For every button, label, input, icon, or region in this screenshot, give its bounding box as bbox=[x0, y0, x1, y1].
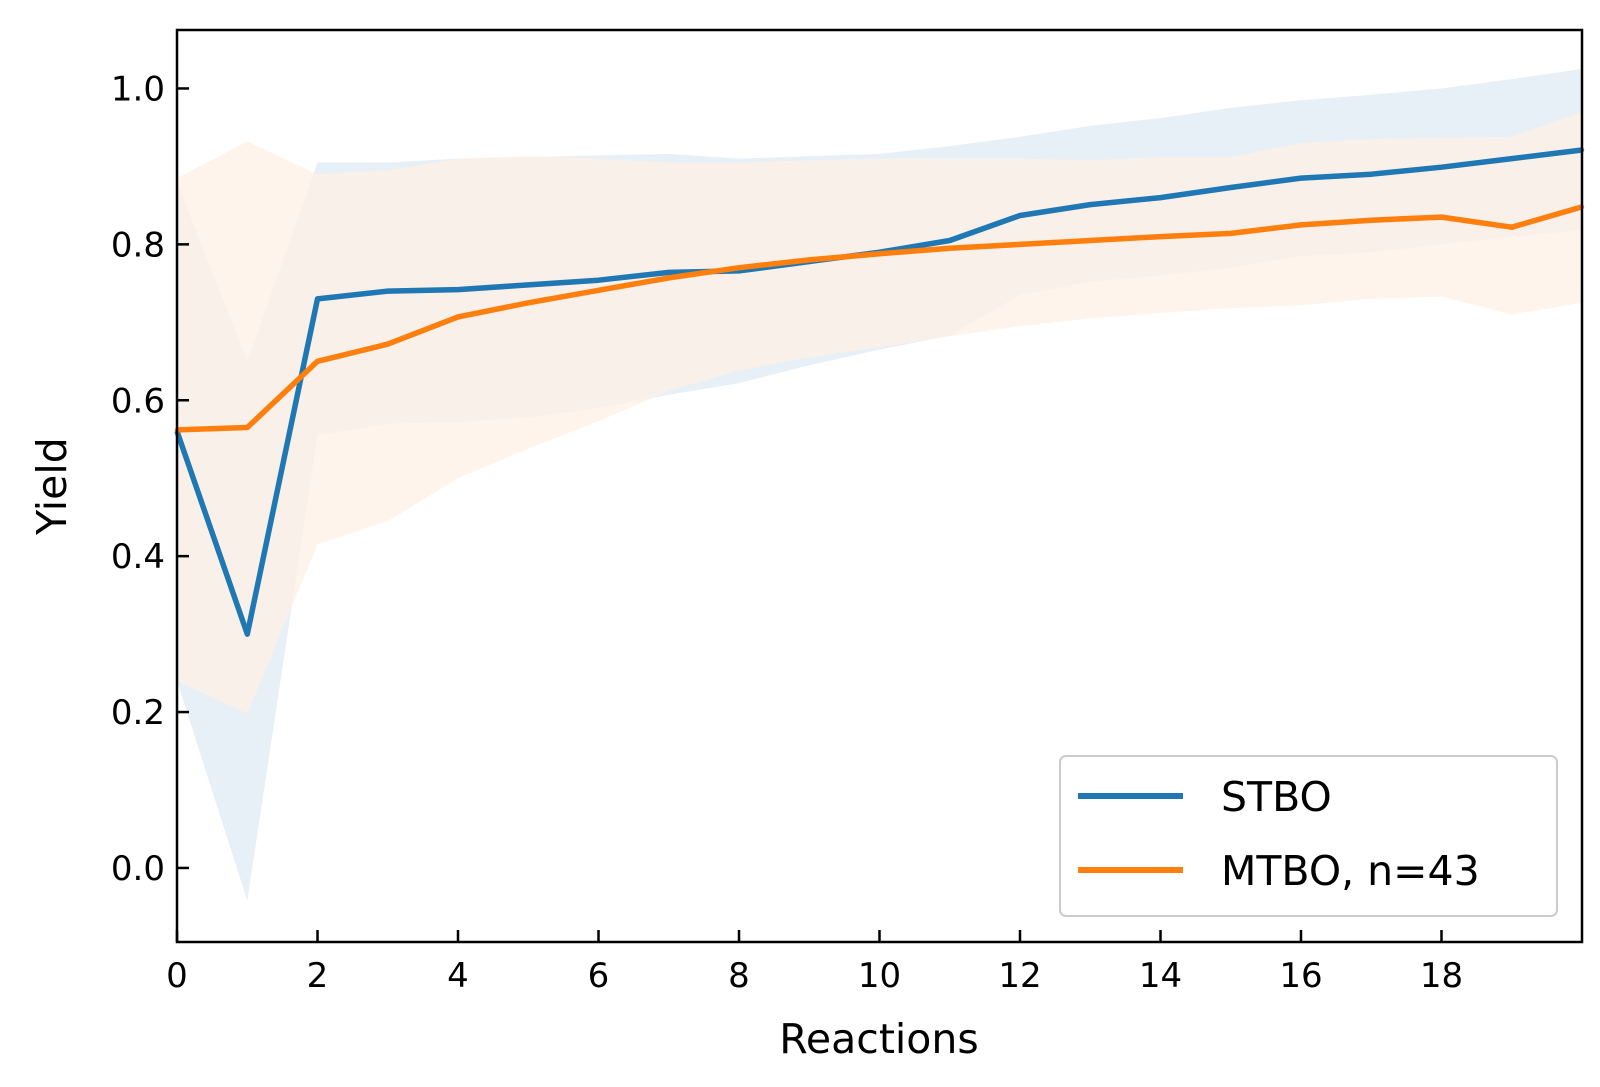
point-series-0-11 bbox=[947, 238, 952, 243]
y-axis-label: Yield bbox=[28, 437, 76, 536]
y-tick-label: 0.2 bbox=[111, 693, 165, 733]
point-series-1-3 bbox=[385, 341, 390, 347]
band-series-1 bbox=[177, 111, 1582, 714]
x-tick-label: 16 bbox=[1279, 956, 1322, 996]
x-tick-label: 14 bbox=[1139, 956, 1182, 996]
point-series-0-18 bbox=[1439, 165, 1444, 170]
point-series-0-4 bbox=[455, 287, 461, 292]
point-series-0-15 bbox=[1228, 185, 1234, 190]
x-axis-ticks: 0 2 4 6 8 10 12 14 16 18 bbox=[166, 930, 1463, 996]
point-series-0-14 bbox=[1158, 195, 1163, 200]
point-series-1-6 bbox=[596, 288, 601, 293]
point-series-1-19 bbox=[1509, 225, 1515, 230]
point-series-1-2 bbox=[315, 359, 320, 364]
point-series-0-1 bbox=[245, 631, 250, 637]
y-tick-label: 0.8 bbox=[111, 225, 165, 265]
confidence-bands bbox=[177, 69, 1582, 901]
point-series-0-6 bbox=[596, 278, 601, 283]
point-series-0-13 bbox=[1088, 202, 1093, 207]
point-series-1-15 bbox=[1228, 231, 1234, 236]
point-series-0-16 bbox=[1298, 175, 1304, 181]
legend: STBO MTBO, n=43 bbox=[1059, 755, 1558, 917]
point-series-0-17 bbox=[1369, 172, 1374, 177]
legend-label-stbo: STBO bbox=[1221, 773, 1332, 821]
point-series-0-3 bbox=[385, 288, 390, 294]
y-tick-label: 1.0 bbox=[111, 69, 165, 109]
x-tick-label: 0 bbox=[166, 956, 188, 996]
legend-label-mtbo: MTBO, n=43 bbox=[1221, 847, 1480, 895]
point-series-1-5 bbox=[526, 300, 531, 305]
point-series-1-16 bbox=[1298, 222, 1304, 228]
point-series-1-18 bbox=[1439, 214, 1444, 220]
point-series-1-4 bbox=[455, 314, 461, 320]
point-series-1-14 bbox=[1158, 234, 1163, 239]
x-tick-label: 6 bbox=[588, 956, 610, 996]
y-tick-label: 0.6 bbox=[111, 381, 165, 421]
legend-box bbox=[1059, 755, 1558, 917]
y-tick-label: 0.4 bbox=[111, 537, 165, 577]
x-tick-label: 12 bbox=[998, 956, 1041, 996]
point-series-0-19 bbox=[1509, 156, 1515, 161]
point-series-0-2 bbox=[315, 296, 320, 302]
y-axis-ticks: 0.0 0.2 0.4 0.6 0.8 1.0 bbox=[111, 69, 189, 889]
x-tick-label: 18 bbox=[1420, 956, 1463, 996]
point-series-1-1 bbox=[245, 425, 250, 430]
x-tick-label: 4 bbox=[447, 956, 469, 996]
point-series-1-12 bbox=[1017, 242, 1023, 247]
point-series-0-5 bbox=[526, 282, 531, 288]
y-tick-label: 0.0 bbox=[111, 849, 165, 889]
point-series-1-17 bbox=[1369, 218, 1374, 223]
point-series-1-8 bbox=[736, 265, 742, 270]
point-series-0-7 bbox=[666, 270, 671, 275]
point-series-0-12 bbox=[1017, 213, 1023, 218]
point-series-1-9 bbox=[807, 257, 812, 263]
point-series-1-11 bbox=[947, 246, 952, 251]
x-axis-label: Reactions bbox=[779, 1015, 978, 1063]
point-series-1-10 bbox=[877, 251, 882, 256]
x-tick-label: 8 bbox=[728, 956, 750, 996]
point-series-1-7 bbox=[666, 275, 671, 281]
x-tick-label: 10 bbox=[858, 956, 901, 996]
point-series-1-13 bbox=[1088, 238, 1093, 243]
x-tick-label: 2 bbox=[307, 956, 329, 996]
